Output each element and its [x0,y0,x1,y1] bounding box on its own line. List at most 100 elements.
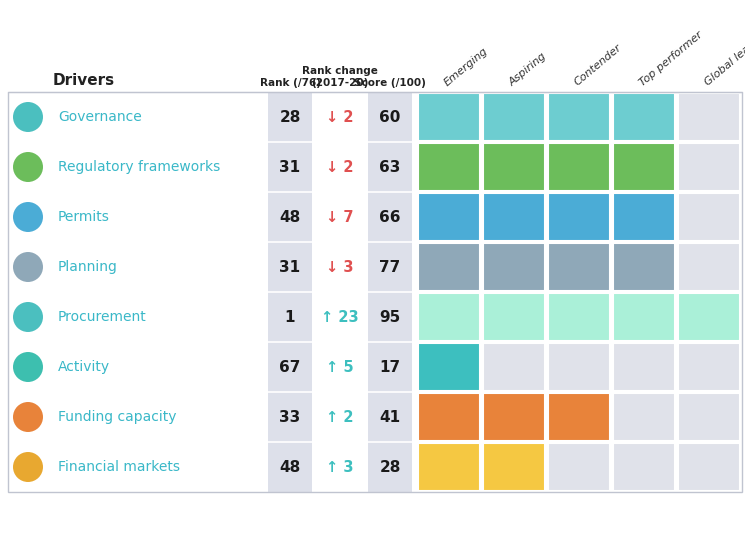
Bar [483,243,545,291]
Text: Activity: Activity [58,360,110,374]
Text: 31: 31 [279,260,300,275]
Text: Contender: Contender [573,43,624,88]
Text: Permits: Permits [58,210,110,224]
Bar [418,393,480,441]
Bar [483,343,545,391]
Bar [9,343,741,391]
Bar [678,143,740,191]
Text: 1: 1 [285,310,295,325]
Text: ↑ 3: ↑ 3 [326,459,354,475]
Bar [678,343,740,391]
Text: 41: 41 [379,409,401,425]
Bar [548,143,610,191]
Bar [418,193,480,241]
Bar [483,443,545,491]
Text: Global leader: Global leader [703,33,745,88]
Text: Score (/100): Score (/100) [354,78,426,88]
Bar [548,293,610,341]
Bar [483,93,545,141]
Bar [613,143,675,191]
Bar [613,343,675,391]
Text: Planning: Planning [58,260,118,274]
Bar [483,393,545,441]
Text: Regulatory frameworks: Regulatory frameworks [58,160,221,174]
Bar [548,93,610,141]
Text: ↑ 23: ↑ 23 [321,310,359,325]
Text: Rank change
(2017-20): Rank change (2017-20) [302,66,378,88]
Bar [678,93,740,141]
Circle shape [13,202,43,232]
Bar [9,193,741,241]
Bar [678,293,740,341]
Bar [548,393,610,441]
Text: 33: 33 [279,409,301,425]
Text: Governance: Governance [58,110,142,124]
Bar [678,243,740,291]
Bar [9,243,741,291]
Bar [548,343,610,391]
Bar [418,443,480,491]
Bar [613,243,675,291]
Bar [613,293,675,341]
Text: Funding capacity: Funding capacity [58,410,177,424]
Text: 95: 95 [379,310,401,325]
Circle shape [13,252,43,282]
Text: ↓ 7: ↓ 7 [326,210,354,224]
Text: 48: 48 [279,210,301,224]
Text: ↑ 5: ↑ 5 [326,359,354,375]
Bar [268,92,312,492]
Text: ↓ 3: ↓ 3 [326,260,354,275]
Bar [613,443,675,491]
Bar [8,92,742,492]
Bar [613,93,675,141]
Bar [483,143,545,191]
Text: 28: 28 [379,459,401,475]
Bar [9,393,741,441]
Bar [613,393,675,441]
Text: 67: 67 [279,359,301,375]
Circle shape [13,402,43,432]
Text: 60: 60 [379,110,401,124]
Text: Financial markets: Financial markets [58,460,180,474]
Text: ↓ 2: ↓ 2 [326,110,354,124]
Text: Drivers: Drivers [53,73,115,88]
Bar [9,93,741,141]
Circle shape [13,152,43,182]
Circle shape [13,352,43,382]
Text: Rank (/76): Rank (/76) [259,78,320,88]
Text: ↓ 2: ↓ 2 [326,160,354,174]
Bar [418,143,480,191]
Bar [613,193,675,241]
Bar [418,243,480,291]
Circle shape [13,452,43,482]
Text: ↑ 2: ↑ 2 [326,409,354,425]
Bar [483,193,545,241]
Text: Emerging: Emerging [443,46,490,88]
Bar [368,92,412,492]
Bar [678,393,740,441]
Circle shape [13,302,43,332]
Bar [418,293,480,341]
Text: 63: 63 [379,160,401,174]
Text: 31: 31 [279,160,300,174]
Bar [548,243,610,291]
Circle shape [13,102,43,132]
Text: 77: 77 [379,260,401,275]
Text: 66: 66 [379,210,401,224]
Bar [548,193,610,241]
Bar [418,343,480,391]
Bar [548,443,610,491]
Text: 28: 28 [279,110,301,124]
Bar [483,293,545,341]
Bar [9,443,741,491]
Bar [9,293,741,341]
Text: Aspiring: Aspiring [507,51,549,88]
Text: 17: 17 [379,359,401,375]
Text: 48: 48 [279,459,301,475]
Text: Procurement: Procurement [58,310,147,324]
Bar [9,143,741,191]
Bar [678,443,740,491]
Bar [418,93,480,141]
Text: Top performer: Top performer [638,29,705,88]
Bar [678,193,740,241]
